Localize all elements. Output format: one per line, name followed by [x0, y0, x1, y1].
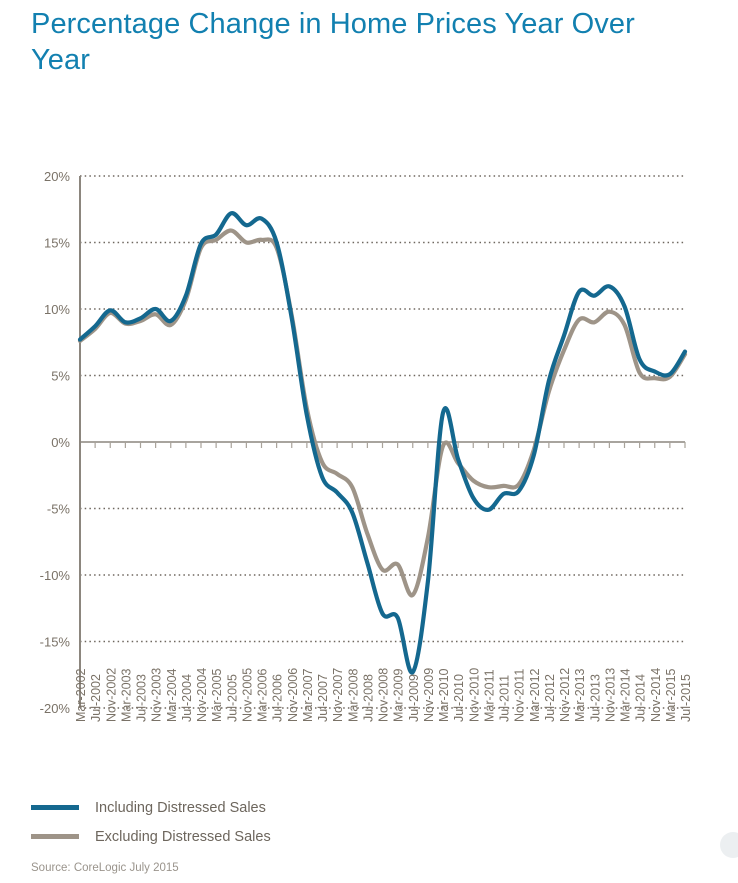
- x-tick-label: Nov-2006: [286, 668, 300, 722]
- x-tick-label: Jul-2009: [407, 674, 421, 722]
- decorative-corner-dot: [720, 832, 738, 858]
- x-tick-label: Jul-2011: [498, 675, 512, 722]
- y-tick-label: 20%: [44, 169, 70, 184]
- legend-swatch-including: [31, 805, 79, 810]
- series-paths-group: [77, 211, 688, 675]
- x-tick-label: Mar-2003: [119, 668, 133, 722]
- x-tick-label: Jul-2008: [361, 674, 375, 722]
- legend-item-including: Including Distressed Sales: [31, 793, 431, 822]
- x-tick-label: Mar-2002: [74, 668, 88, 722]
- x-tick-label: Jul-2003: [135, 674, 149, 722]
- x-tick-label: Jul-2013: [588, 674, 602, 722]
- home-price-line-chart: 20%15%10%5%0%-5%-10%-15%-20% Mar-2002 Jul…: [40, 169, 693, 722]
- chart-legend: Including Distressed Sales Excluding Dis…: [31, 793, 431, 851]
- x-tick-label: Nov-2007: [331, 668, 345, 722]
- x-tick-label: Jul-2002: [89, 674, 103, 722]
- x-tick-label: Jul-2014: [634, 674, 648, 722]
- x-tick-label: Mar-2011: [482, 669, 496, 722]
- x-tick-label: Nov-2011: [513, 669, 527, 722]
- x-tick-label: Nov-2010: [467, 668, 481, 722]
- y-tick-label: 10%: [44, 302, 70, 317]
- x-tick-label: Mar-2015: [664, 668, 678, 722]
- legend-label-including: Including Distressed Sales: [95, 799, 266, 816]
- x-tick-label: Nov-2004: [195, 668, 209, 722]
- x-tick-label: Nov-2005: [240, 668, 254, 722]
- x-tick-label: Mar-2009: [392, 668, 406, 722]
- y-tick-label: 0%: [51, 435, 70, 450]
- source-note: Source: CoreLogic July 2015: [31, 862, 179, 874]
- x-tick-label: Mar-2014: [619, 668, 633, 722]
- x-tick-label: Jul-2007: [316, 674, 330, 722]
- x-tick-label: Nov-2014: [649, 668, 663, 722]
- y-tick-label: 15%: [44, 236, 70, 251]
- x-tick-label: Jul-2004: [180, 674, 194, 722]
- x-tick-label: Nov-2009: [422, 668, 436, 722]
- series-line-excluding: [77, 228, 688, 598]
- x-tick-label: Jul-2015: [679, 674, 693, 722]
- x-tick-label: Mar-2006: [256, 668, 270, 722]
- x-tick-label: Nov-2013: [603, 668, 617, 722]
- chart-container: 20% 15% 10% 5% 0% -5% -10% -15% -20% Mar-2002 Jul…: [0, 150, 738, 730]
- x-tick-label: Jul-2005: [225, 674, 239, 722]
- page-title: Percentage Change in Home Prices Year Ov…: [31, 8, 635, 76]
- y-tick-label: -15%: [40, 635, 71, 650]
- x-tick-label: Nov-2003: [150, 668, 164, 722]
- x-tick-label: Jul-2010: [452, 674, 466, 722]
- x-tick-label: Nov-2008: [377, 668, 391, 722]
- x-tick-label: Mar-2013: [573, 668, 587, 722]
- legend-label-excluding: Excluding Distressed Sales: [95, 828, 271, 845]
- y-tick-label: -20%: [40, 701, 71, 716]
- x-tick-label: Mar-2010: [437, 668, 451, 722]
- x-tick-label: Jul-2006: [271, 674, 285, 722]
- x-tick-labels: Mar-2002 Jul-2002 Nov-2002 Mar-2003 Jul-2003…: [74, 668, 693, 722]
- y-tick-labels: 20% 15% 10% 5% 0% -5% -10% -15% -20%: [40, 169, 71, 716]
- x-tick-label: Mar-2005: [210, 668, 224, 722]
- x-tick-label: Jul-2012: [543, 674, 557, 722]
- legend-item-excluding: Excluding Distressed Sales: [31, 822, 431, 851]
- x-tick-label: Mar-2012: [528, 668, 542, 722]
- y-tick-label: -5%: [47, 502, 71, 517]
- x-tick-label: Mar-2008: [346, 668, 360, 722]
- y-tick-label: -10%: [40, 568, 71, 583]
- x-tick-label: Nov-2012: [558, 668, 572, 722]
- legend-swatch-excluding: [31, 834, 79, 839]
- x-tick-label: Mar-2007: [301, 668, 315, 722]
- zero-axis-ticks: [79, 442, 686, 448]
- x-tick-label: Nov-2002: [104, 668, 118, 722]
- x-tick-label: Mar-2004: [165, 668, 179, 722]
- y-tick-label: 5%: [51, 369, 70, 384]
- series-line-including: [77, 211, 688, 675]
